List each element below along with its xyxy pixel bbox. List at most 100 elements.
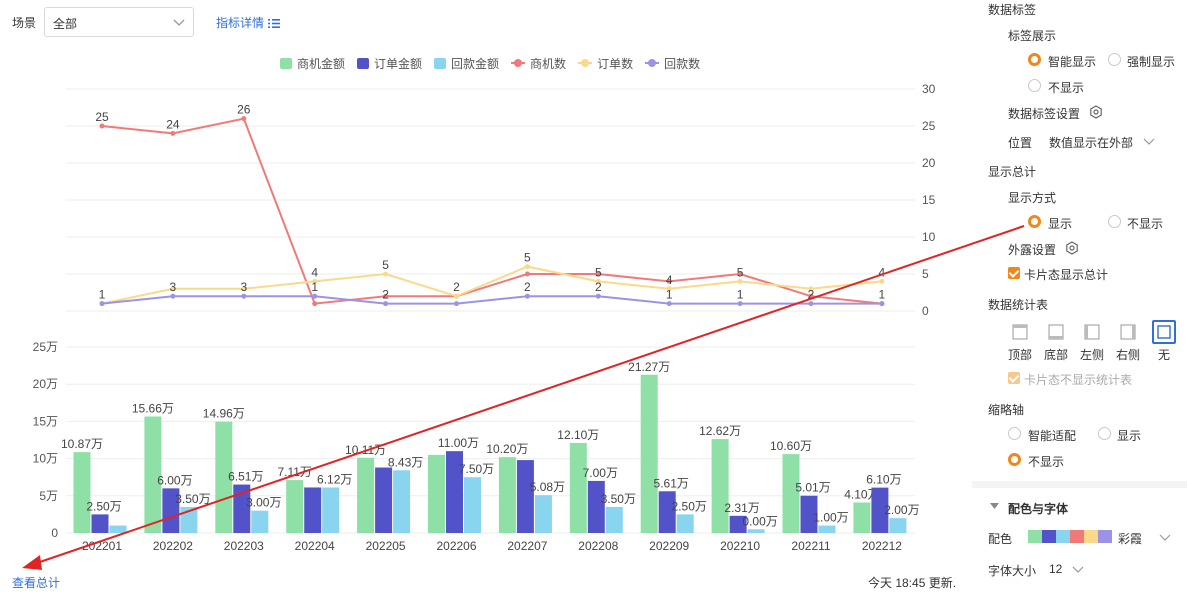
bar-data-label: 2.50万	[672, 499, 707, 513]
radio-axis-smart[interactable]	[1008, 427, 1021, 440]
legend-swatch	[645, 57, 660, 69]
legend-item-order-amount[interactable]: 订单金额	[357, 55, 422, 71]
bar-data-label: 15.66万	[132, 401, 174, 415]
legend-swatch	[511, 57, 526, 69]
palette-select[interactable]: 彩霞	[1118, 532, 1143, 546]
radio-force-display-label: 强制显示	[1127, 55, 1176, 69]
line-data-label: 3	[240, 280, 247, 294]
label-settings-heading: 数据标签设置	[1008, 107, 1081, 121]
chevron-down-icon	[1143, 138, 1155, 145]
line-point	[524, 293, 530, 299]
chevron-down-icon	[1159, 534, 1171, 541]
settings-hex-icon[interactable]	[1065, 241, 1079, 255]
bar-0	[498, 457, 516, 533]
caret-down-icon[interactable]	[990, 503, 999, 510]
bar-2	[393, 470, 411, 533]
line-point	[524, 264, 530, 270]
pos-right-label: 右侧	[1116, 348, 1141, 362]
line-point	[241, 286, 247, 292]
bar-0	[782, 454, 800, 533]
legend-item-opportunity-count[interactable]: 商机数	[511, 55, 566, 71]
bar-0	[428, 454, 445, 533]
pos-top-label: 顶部	[1008, 348, 1033, 362]
radio-hide-label[interactable]	[1028, 79, 1041, 92]
legend-label: 回款金额	[451, 56, 500, 71]
radio-axis-show[interactable]	[1098, 427, 1111, 440]
stats-position-right[interactable]	[1116, 320, 1140, 344]
legend-swatch	[280, 57, 292, 69]
bar-2	[818, 525, 836, 533]
card-total-checkbox[interactable]	[1008, 267, 1020, 279]
line-point	[737, 278, 743, 284]
line-point	[454, 301, 459, 307]
pos-left-label: 左侧	[1080, 348, 1105, 362]
layout-bottom-icon	[1048, 324, 1064, 340]
position-select[interactable]: 数值显示在外部	[1049, 136, 1134, 150]
palette-swatch	[1084, 530, 1098, 543]
legend-swatch	[578, 57, 593, 69]
legend-label: 商机金额	[297, 56, 346, 71]
palette-swatch	[1042, 530, 1056, 543]
bar-data-label: 11.00万	[438, 436, 479, 450]
chevron-down-icon	[1072, 566, 1084, 573]
outer-settings-heading: 外露设置	[1008, 243, 1057, 257]
bar-1	[658, 491, 676, 533]
radio-smart-display[interactable]	[1028, 53, 1041, 66]
x-tick-label: 202211	[791, 539, 830, 553]
label-display-heading: 标签展示	[1008, 29, 1057, 43]
bar-2	[251, 510, 269, 533]
settings-hex-icon[interactable]	[1089, 105, 1103, 119]
x-tick-label: 202204	[295, 539, 335, 553]
legend-label: 订单金额	[374, 56, 423, 71]
font-size-select[interactable]: 12	[1049, 562, 1063, 576]
radio-axis-hide[interactable]	[1008, 453, 1021, 466]
stats-position-left[interactable]	[1080, 320, 1104, 344]
bar-data-label: 12.10万	[557, 428, 599, 442]
legend-item-order-count[interactable]: 订单数	[578, 55, 633, 71]
bar-0	[853, 502, 871, 533]
line-point	[595, 271, 601, 277]
font-size-label: 字体大小	[988, 564, 1037, 578]
radio-force-display[interactable]	[1108, 53, 1121, 66]
bar-2	[464, 477, 481, 533]
bar-0	[640, 374, 658, 533]
bar-1	[516, 460, 534, 533]
bar-data-label: 1.00万	[813, 511, 848, 525]
bar-data-label: 14.96万	[203, 407, 245, 421]
radio-smart-display-label: 智能显示	[1048, 55, 1097, 69]
legend-item-payment-count[interactable]: 回款数	[645, 55, 700, 71]
line-point	[595, 278, 601, 284]
line-data-label: 5	[382, 258, 389, 272]
card-no-stats-checkbox[interactable]	[1008, 372, 1020, 384]
line-data-label: 5	[595, 265, 602, 279]
legend-label: 商机数	[530, 56, 567, 71]
stats-position-top[interactable]	[1008, 320, 1032, 344]
line-data-label: 24	[166, 117, 180, 131]
palette-swatch	[1098, 530, 1112, 543]
line-point	[312, 293, 318, 299]
legend-item-opportunity-amount[interactable]: 商机金额	[280, 55, 345, 71]
bar-0	[711, 439, 729, 533]
metric-details-link[interactable]: 指标详情	[216, 14, 281, 31]
view-total-link[interactable]: 查看总计	[12, 576, 61, 590]
line-point	[808, 286, 814, 292]
line-data-label: 1	[666, 288, 673, 302]
stats-position-bottom[interactable]	[1044, 320, 1068, 344]
line-y-tick-label: 15	[922, 193, 936, 207]
radio-hide-total[interactable]	[1108, 215, 1121, 228]
display-mode-heading: 显示方式	[1008, 191, 1057, 205]
bar-1	[91, 514, 109, 533]
radio-show-total[interactable]	[1028, 215, 1041, 228]
stats-position-none[interactable]	[1152, 320, 1176, 344]
x-tick-label: 202206	[436, 539, 476, 553]
line-y-tick-label: 10	[922, 230, 936, 244]
bar-data-label: 7.11万	[277, 465, 311, 479]
scene-select[interactable]: 全部	[44, 7, 194, 37]
chart-legend: 商机金额 订单金额 回款金额 商机数 订单数 回款数	[280, 55, 700, 71]
bar-data-label: 6.00万	[157, 473, 192, 487]
bar-y-tick-label: 10万	[33, 452, 58, 466]
bar-1	[162, 488, 180, 533]
bar-2	[109, 525, 127, 533]
legend-item-payment-amount[interactable]: 回款金额	[434, 55, 499, 71]
